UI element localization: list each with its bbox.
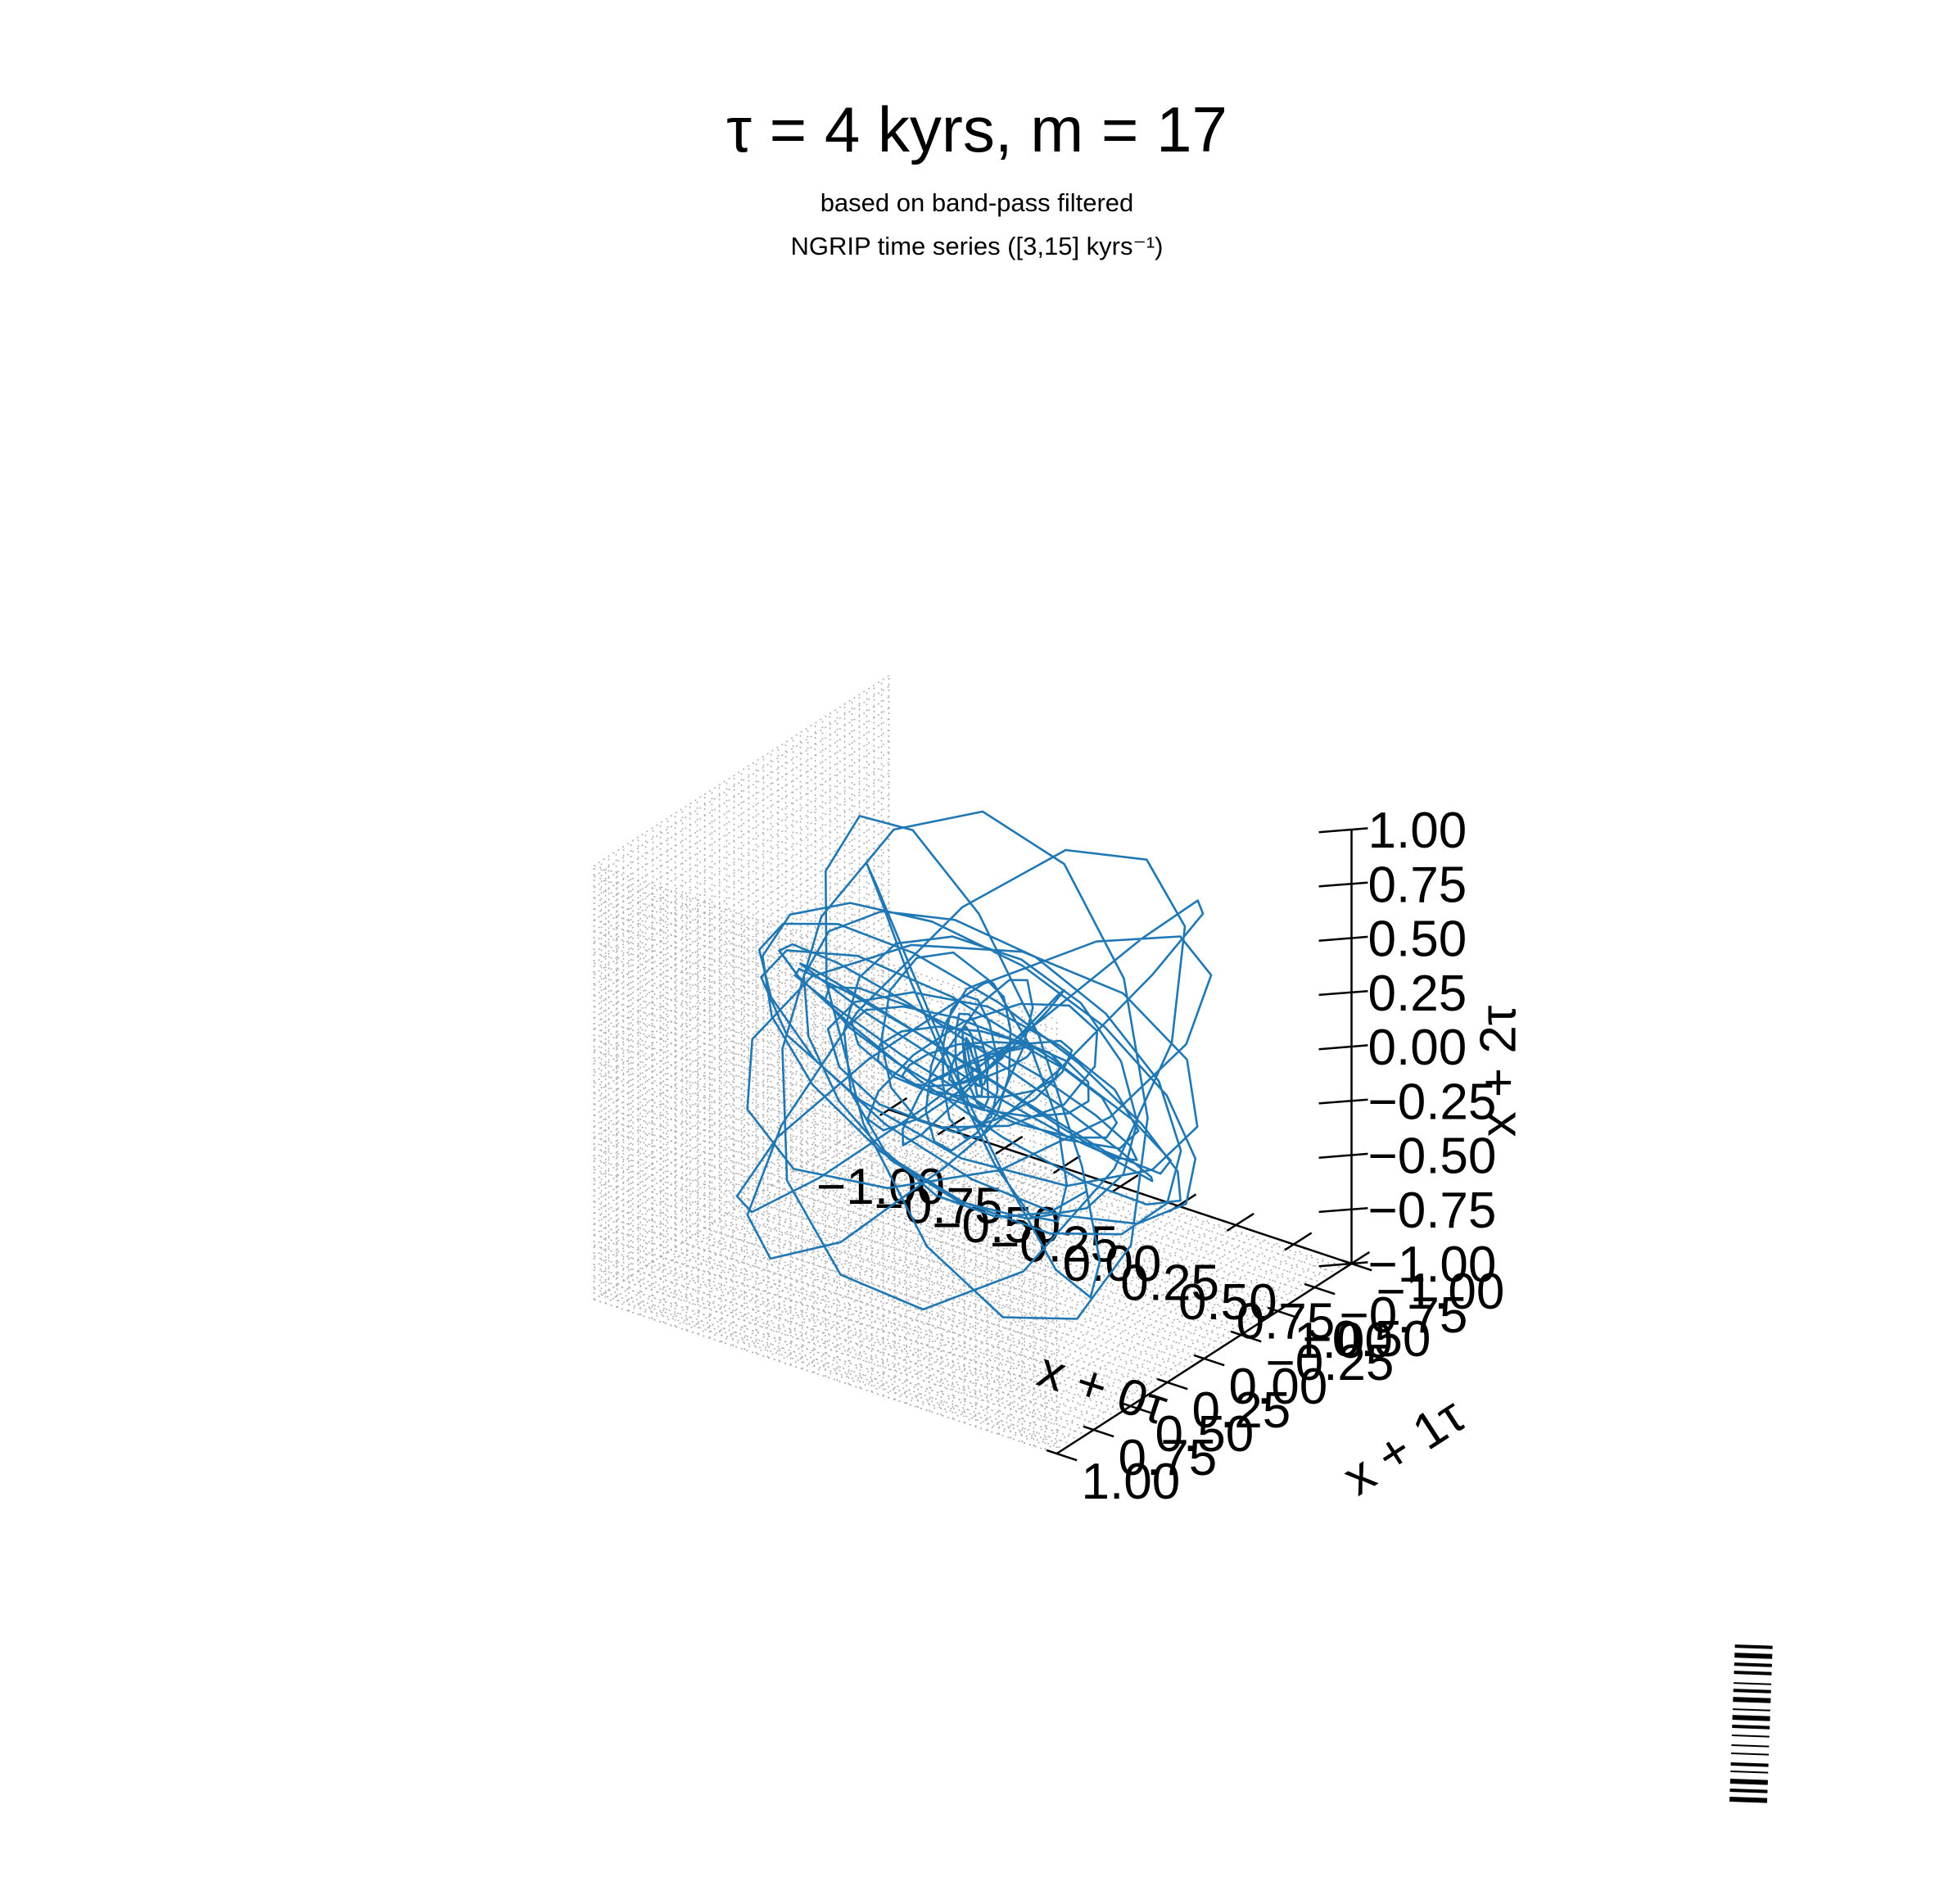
floor-gridline [602, 1295, 1065, 1449]
barcode-bar [1732, 1725, 1770, 1730]
z-tick-label: 0.75 [1368, 857, 1467, 913]
chart-title: τ = 4 kyrs, m = 17 [726, 93, 1227, 165]
barcode-bar [1731, 1752, 1769, 1756]
x-tick-mark [1053, 1156, 1080, 1173]
y-tick-mark [1304, 1284, 1335, 1294]
barcode-bar [1733, 1697, 1770, 1703]
chart-subtitle-line-1: based on band-pass filtered [821, 188, 1134, 217]
z-tick-mark [1319, 1208, 1368, 1212]
x-tick-mark [1285, 1232, 1312, 1250]
z-tick-label: 0.00 [1368, 1020, 1467, 1076]
y-tick-mark [1047, 1450, 1077, 1460]
z-tick-mark [1319, 883, 1368, 887]
barcode-bar [1732, 1715, 1770, 1721]
floor-gridline [631, 1276, 1094, 1430]
barcode-bar [1734, 1653, 1772, 1659]
z-tick-mark [1319, 1100, 1368, 1104]
barcode-bar [1734, 1671, 1771, 1676]
barcode-bar [1734, 1682, 1771, 1685]
y-axis-label: x + 1τ [1333, 1387, 1474, 1506]
x-tick-mark [1343, 1252, 1370, 1269]
y-tick-mark [1194, 1355, 1224, 1365]
z-tick-label: 0.50 [1368, 911, 1467, 968]
z-tick-label: −0.75 [1368, 1183, 1497, 1239]
z-tick-mark [1319, 937, 1368, 941]
barcode-bar [1729, 1789, 1767, 1793]
y-tick-mark [1083, 1427, 1114, 1436]
barcode-bar [1732, 1734, 1770, 1738]
barcode-bar [1734, 1662, 1772, 1667]
barcode-bar [1729, 1797, 1767, 1803]
barcode-artifact [1729, 1644, 1773, 1802]
barcode-bar [1730, 1771, 1768, 1774]
barcode-bar [1735, 1644, 1773, 1649]
z-tick-label: −1.00 [1368, 1237, 1497, 1293]
barcode-bar [1731, 1744, 1769, 1748]
barcode-bar [1733, 1708, 1770, 1712]
z-tick-mark [1319, 828, 1368, 832]
z-tick-label: 1.00 [1368, 803, 1467, 859]
z-tick-label: 0.25 [1368, 966, 1467, 1022]
z-tick-mark [1319, 1045, 1368, 1049]
barcode-bar [1731, 1762, 1769, 1767]
barcode-bar [1730, 1779, 1768, 1785]
floor-gridline [617, 1286, 1079, 1440]
x-tick-mark [1227, 1214, 1254, 1231]
z-tick-mark [1319, 1154, 1368, 1158]
y-tick-label: 1.00 [1082, 1454, 1181, 1510]
chart-subtitle-line-2: NGRIP time series ([3,15] kyrs⁻¹) [790, 232, 1163, 260]
z-tick-mark [1319, 991, 1368, 995]
barcode-bar [1734, 1689, 1771, 1694]
z-axis-label: x + 2τ [1471, 1006, 1527, 1137]
left-wall-gridline [594, 698, 889, 888]
